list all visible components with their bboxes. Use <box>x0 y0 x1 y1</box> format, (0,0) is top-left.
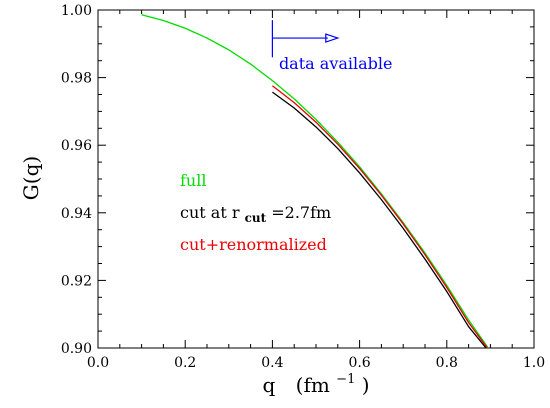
ticks <box>97 9 535 349</box>
y-tick-label: 0.92 <box>61 273 92 289</box>
legend-cut-sub: cut <box>245 211 267 225</box>
x-tick-label: 0.0 <box>87 355 109 371</box>
y-tick-label: 0.94 <box>61 206 92 222</box>
x-axis-title-close: ) <box>362 373 370 397</box>
legend-entry-cut: cut at r cut =2.7fm <box>180 203 331 226</box>
y-tick-label: 1.00 <box>61 3 92 19</box>
legend-cut-prefix: cut at r <box>180 203 240 222</box>
legend-entry-full: full <box>180 171 206 190</box>
y-axis-title: G(q) <box>19 156 43 200</box>
y-tick-label: 0.90 <box>61 341 92 357</box>
series-group <box>141 14 489 348</box>
legend: full cut at r cut =2.7fm cut+renormalize… <box>180 171 331 254</box>
x-tick-label: 0.4 <box>261 355 283 371</box>
y-tick-label: 0.96 <box>61 138 92 154</box>
series-full-line <box>141 14 489 348</box>
legend-cut-suffix: =2.7fm <box>271 203 331 222</box>
x-tick-label: 1.0 <box>523 355 545 371</box>
x-axis-title-exp: −1 <box>336 372 355 387</box>
x-tick-label: 0.2 <box>174 355 196 371</box>
annotation-arrow-head <box>325 33 340 43</box>
x-axis-title-main: q <box>262 373 275 397</box>
annotation: data available <box>271 20 393 73</box>
x-axis-title-unit: (fm <box>296 373 330 397</box>
y-tick-label: 0.98 <box>61 71 92 87</box>
legend-entry-cut-renormalized: cut+renormalized <box>180 235 327 254</box>
series-cut-line <box>272 91 487 348</box>
x-axis-title: q (fm −1 ) <box>262 364 369 397</box>
tick-labels: 0.0 0.2 0.4 0.6 0.8 1.0 0.90 0.92 0.94 0.96 0.98 1.… <box>61 3 545 371</box>
annotation-text: data available <box>279 54 393 73</box>
x-tick-label: 0.8 <box>436 355 458 371</box>
series-cut-renormalized-line <box>272 85 488 348</box>
x-tick-label: 0.6 <box>348 355 370 371</box>
